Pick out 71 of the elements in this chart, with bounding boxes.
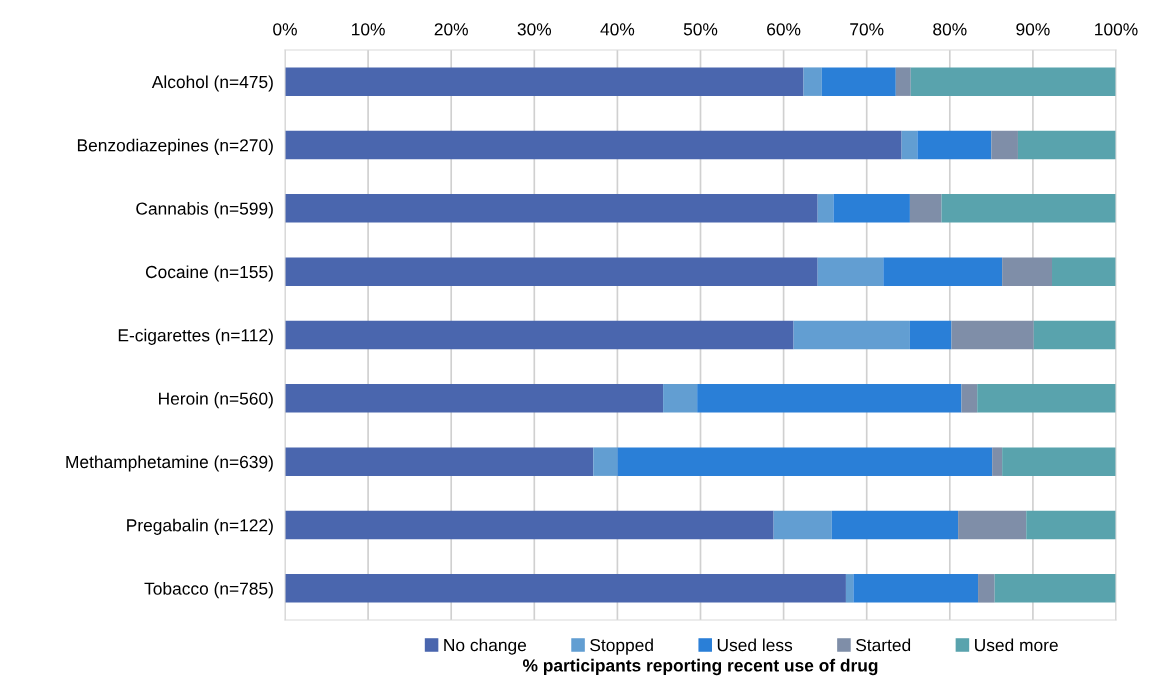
bar <box>910 67 1116 96</box>
bar <box>285 257 818 286</box>
bar <box>845 574 854 603</box>
bar <box>917 130 992 160</box>
y-tick-label: Heroin (n=560) <box>159 392 273 409</box>
y-tick-label: Cannabis (n=599) <box>136 202 273 219</box>
y-tick-label: Cocaine (n=155) <box>145 265 273 282</box>
y-tick-label: Pregabalin (n=122) <box>127 518 273 535</box>
bar <box>1052 257 1116 286</box>
bar <box>817 194 834 223</box>
x-tick-label: 30% <box>517 23 552 36</box>
bar <box>994 574 1116 603</box>
bar <box>831 510 959 540</box>
bar <box>977 384 1116 413</box>
bar <box>895 67 911 96</box>
bar <box>958 510 1027 540</box>
bar <box>1002 257 1053 286</box>
x-tick-label: 90% <box>1016 23 1050 36</box>
bar <box>697 384 962 413</box>
bar <box>909 194 942 223</box>
legend-label: Started <box>856 638 911 652</box>
bar <box>285 320 794 350</box>
bar <box>821 67 896 96</box>
bar <box>992 447 1003 476</box>
y-tick-label: Alcohol (n=475) <box>151 75 273 92</box>
bar <box>817 257 884 286</box>
bar <box>793 320 910 350</box>
x-tick-label: 80% <box>933 23 967 36</box>
bar <box>617 447 993 476</box>
bar <box>978 574 995 603</box>
bar <box>773 510 832 540</box>
legend-label: Stopped <box>590 638 653 655</box>
x-tick-label: 50% <box>683 23 718 36</box>
bar <box>961 384 978 413</box>
bar <box>909 320 952 350</box>
x-tick-label: 10% <box>352 23 385 36</box>
x-tick-label: 60% <box>767 23 801 36</box>
x-tick-label: 40% <box>600 23 635 36</box>
bar <box>663 384 698 413</box>
y-tick-label: Tobacco (n=785) <box>144 582 273 599</box>
x-tick-label: 0% <box>273 23 297 36</box>
bar <box>853 574 979 603</box>
bar <box>593 447 618 476</box>
bar <box>1026 510 1116 540</box>
y-tick-label: E-cigarettes (n=112) <box>118 328 273 345</box>
legend-label: Used more <box>975 638 1058 652</box>
bar <box>285 67 804 96</box>
bar <box>285 574 846 603</box>
bar <box>901 130 918 160</box>
bar <box>285 384 664 413</box>
bar <box>803 67 822 96</box>
bar <box>1033 320 1116 350</box>
bar <box>285 130 902 160</box>
x-tick-label: 70% <box>850 23 884 36</box>
bar <box>883 257 1003 286</box>
bar <box>1002 447 1116 476</box>
bar <box>991 130 1018 160</box>
bar <box>951 320 1034 350</box>
bar <box>285 194 818 223</box>
legend-label: Used less <box>717 638 793 652</box>
bar <box>1017 130 1116 160</box>
x-axis-title: % participants reporting recent use of drug <box>522 658 878 676</box>
legend-label: No change <box>444 638 527 655</box>
bar <box>285 510 774 540</box>
x-tick-label: 100% <box>1095 23 1138 36</box>
y-tick-label: Benzodiazepines (n=270) <box>77 138 273 155</box>
y-tick-label: Methamphetamine (n=639) <box>66 455 273 472</box>
x-tick-label: 20% <box>434 23 468 36</box>
bar <box>941 194 1116 223</box>
bar <box>833 194 910 223</box>
bar <box>285 447 594 476</box>
